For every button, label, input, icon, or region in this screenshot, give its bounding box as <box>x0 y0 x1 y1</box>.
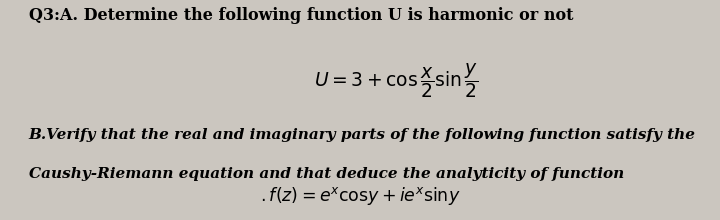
Text: $.f(z) = e^x\mathrm{cos}y + ie^x\mathrm{sin}y$: $.f(z) = e^x\mathrm{cos}y + ie^x\mathrm{… <box>260 185 460 207</box>
Text: $U = 3 + \cos\dfrac{x}{2}\sin\dfrac{y}{2}$: $U = 3 + \cos\dfrac{x}{2}\sin\dfrac{y}{2… <box>314 62 478 101</box>
Text: Q3:A. Determine the following function U is harmonic or not: Q3:A. Determine the following function U… <box>29 7 573 24</box>
Text: B.Verify that the real and imaginary parts of the following function satisfy the: B.Verify that the real and imaginary par… <box>29 128 696 142</box>
Text: Caushy-Riemann equation and that deduce the analyticity of function: Caushy-Riemann equation and that deduce … <box>29 167 624 181</box>
